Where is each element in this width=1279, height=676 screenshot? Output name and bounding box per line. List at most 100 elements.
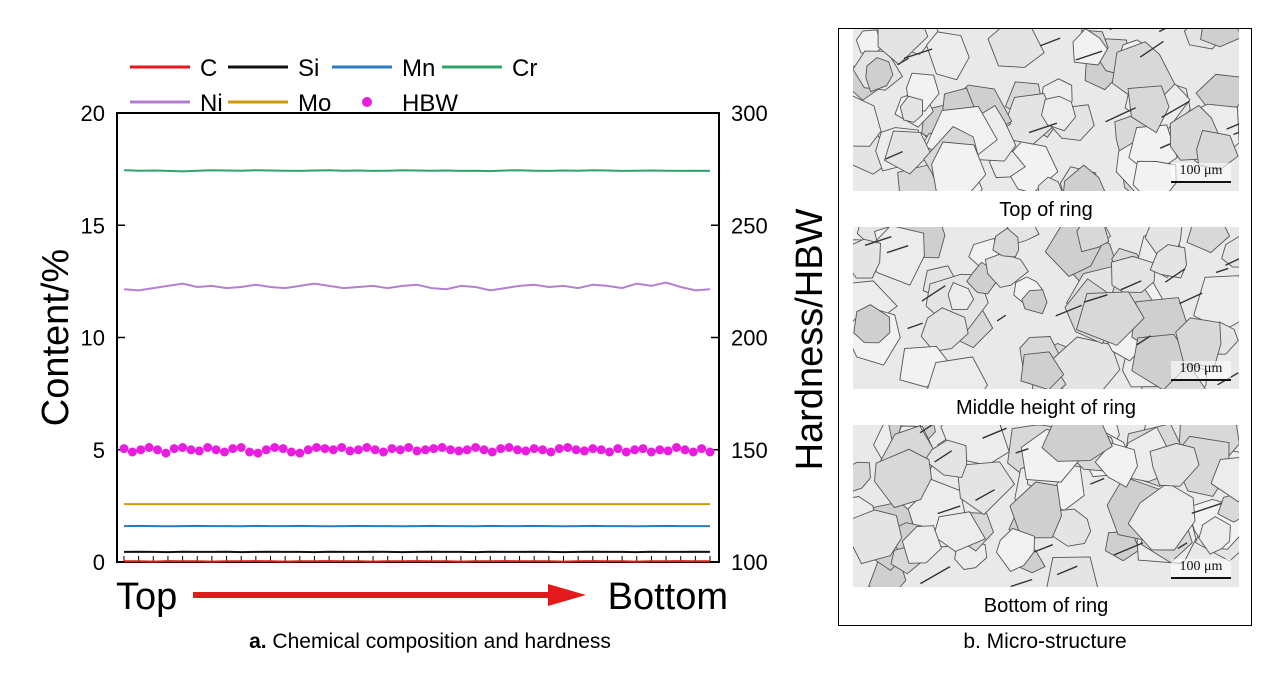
- twin-line: [1010, 578, 1033, 587]
- grain: [920, 307, 969, 352]
- twin-line: [903, 48, 933, 59]
- hbw-point: [153, 445, 162, 455]
- grain: [883, 130, 932, 175]
- twin-line: [1233, 131, 1239, 136]
- twin-line: [1075, 50, 1103, 61]
- hbw-point: [655, 445, 665, 455]
- twin-line: [1215, 267, 1229, 274]
- grain: [1063, 164, 1106, 191]
- twin-line: [1139, 40, 1164, 58]
- grain: [853, 238, 881, 279]
- grain: [947, 282, 975, 311]
- hbw-point: [337, 443, 347, 452]
- hbw-point: [253, 448, 263, 458]
- scale-bar-label: 100 μm: [1179, 361, 1223, 376]
- micrograph-middle: 100 μm: [853, 227, 1239, 389]
- grain: [1041, 95, 1077, 132]
- legend-label-ni: Ni: [200, 90, 223, 117]
- grain: [956, 461, 1016, 516]
- hbw-point: [320, 444, 330, 454]
- hbw-point: [663, 446, 673, 456]
- hbw-point: [496, 444, 506, 454]
- hbw-point: [563, 443, 573, 452]
- twin-line: [982, 427, 1007, 439]
- twin-line: [1090, 477, 1105, 485]
- grain: [901, 525, 943, 564]
- hbw-point: [395, 445, 405, 455]
- grain: [877, 29, 929, 66]
- hbw-point: [538, 445, 548, 455]
- grain: [1200, 29, 1239, 48]
- hbw-point: [169, 444, 179, 454]
- series-line-c: [124, 560, 710, 563]
- hbw-point: [245, 447, 255, 457]
- caption-a: a. Chemical composition and hardness: [120, 630, 740, 654]
- hbw-point: [345, 446, 355, 456]
- grain: [1037, 176, 1063, 191]
- hbw-point: [446, 445, 455, 455]
- hbw-point: [546, 447, 556, 457]
- hbw-point: [161, 448, 171, 458]
- micrograph-bottom: 100 μm: [853, 425, 1239, 587]
- hbw-point: [136, 445, 146, 455]
- hbw-point: [261, 445, 271, 455]
- twin-line: [996, 314, 1007, 322]
- micrograph-label-middle: Middle height of ring: [955, 397, 1137, 419]
- twin-line: [1136, 335, 1151, 346]
- legend-label-mo: Mo: [298, 90, 331, 117]
- twin-line: [1015, 448, 1029, 454]
- grain: [987, 29, 1045, 68]
- grain: [1041, 425, 1113, 462]
- hbw-point: [462, 445, 472, 455]
- twin-line: [1105, 107, 1136, 123]
- grain: [933, 511, 986, 553]
- left-axis-title: Content/%: [35, 249, 77, 426]
- right-tick-label: 300: [731, 101, 768, 126]
- twin-line: [864, 236, 892, 246]
- twin-line: [1161, 100, 1190, 119]
- hbw-point: [420, 445, 430, 455]
- hbw-point: [571, 445, 581, 455]
- hbw-point: [144, 443, 154, 452]
- micrograph-label-bottom: Bottom of ring: [983, 595, 1109, 617]
- twin-line: [897, 57, 909, 66]
- twin-line: [1109, 29, 1113, 31]
- left-tick-label: 20: [81, 101, 105, 126]
- hbw-point: [312, 443, 321, 452]
- twin-line: [919, 425, 934, 434]
- hbw-point: [278, 444, 288, 454]
- twin-line: [1191, 502, 1222, 514]
- hbw-point: [429, 444, 439, 454]
- hbw-point: [228, 444, 238, 454]
- grain: [865, 57, 894, 93]
- hbw-point: [178, 443, 188, 452]
- hbw-point: [529, 444, 539, 454]
- hbw-point: [211, 445, 221, 455]
- hbw-point: [127, 447, 137, 457]
- hbw-point: [186, 445, 196, 455]
- hbw-point: [328, 445, 338, 455]
- hbw-point: [303, 445, 313, 455]
- twin-line: [1113, 542, 1144, 556]
- hbw-point: [487, 447, 497, 457]
- legend-label-si: Si: [298, 55, 319, 82]
- twin-line: [1226, 123, 1239, 130]
- grain: [1132, 160, 1177, 191]
- grain: [996, 527, 1035, 572]
- twin-line: [885, 150, 903, 160]
- legend-label-cr: Cr: [512, 55, 537, 82]
- legend-label-c: C: [200, 55, 217, 82]
- hbw-point: [513, 445, 522, 455]
- hbw-point: [404, 443, 414, 452]
- twin-line: [975, 489, 995, 502]
- grain: [1149, 244, 1187, 279]
- grain: [1076, 227, 1110, 253]
- hbw-point: [680, 445, 690, 455]
- twin-line: [934, 450, 953, 463]
- legend-label-hbw: HBW: [402, 90, 458, 117]
- grain: [1111, 255, 1156, 293]
- hbw-point: [370, 445, 380, 455]
- hbw-point: [688, 447, 698, 457]
- hbw-point: [295, 448, 305, 458]
- hbw-point: [412, 446, 422, 456]
